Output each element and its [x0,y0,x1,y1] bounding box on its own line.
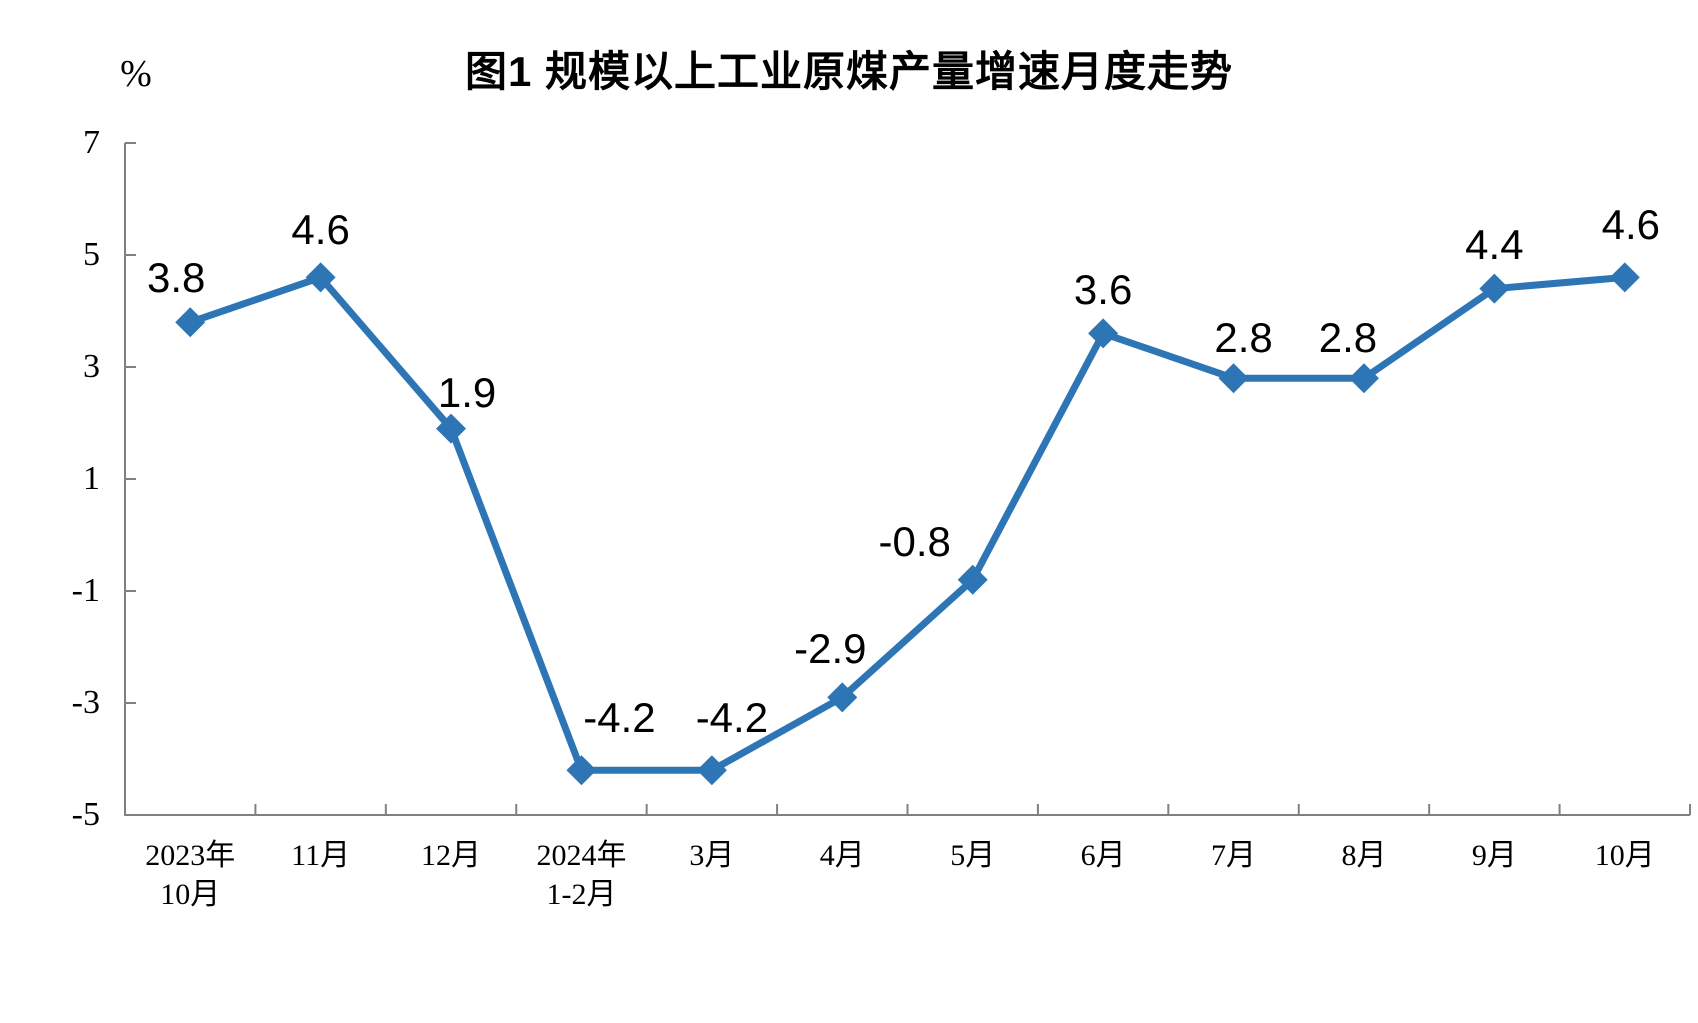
x-axis-tick-label: 5月 [950,839,996,872]
series-line [189,273,1626,774]
y-axis-tick-label: 1 [83,460,100,497]
x-axis-tick-label: 8月 [1341,839,1387,872]
data-point-marker [305,262,336,293]
data-point-marker [1348,363,1379,394]
y-axis-tick-label: -1 [71,572,100,609]
data-point-label: 4.6 [291,206,350,254]
x-axis-tick-label: 12月 [421,839,482,872]
data-point-label: 4.6 [1601,201,1660,249]
data-point-marker [827,682,858,713]
chart-title: 图1 规模以上工业原煤产量增速月度走势 [464,48,1234,95]
y-axis-unit-label: % [120,53,152,95]
data-point-marker [957,564,988,595]
y-axis-tick-label: 3 [83,348,100,385]
axis-line [124,143,1690,816]
data-point-label: 1.9 [437,368,497,416]
data-point-marker [1609,262,1640,293]
x-axis-tick-label: 10月 [1594,839,1655,872]
y-axis-tick-label: -5 [71,796,100,833]
x-axis-tick-label: 2023年 10月 [145,839,236,911]
data-point-label: 2.8 [1318,314,1378,362]
data-point-label: 2.8 [1214,314,1273,362]
data-point-label: 3.6 [1073,266,1133,314]
data-point-label: 4.4 [1465,220,1524,268]
data-point-label: -0.8 [878,517,951,565]
y-axis-tick-label: -3 [71,684,100,721]
y-axis-tick-label: 5 [83,236,100,273]
data-point-marker [1218,363,1249,394]
x-axis-tick-label: 11月 [291,839,351,872]
data-point-marker [1088,318,1119,349]
data-point-marker [175,307,206,338]
x-axis-tick-label: 9月 [1471,839,1517,872]
data-point-marker [696,755,727,786]
x-axis-tick-label: 2024年 1-2月 [536,839,627,911]
data-point-marker [566,755,597,786]
data-point-label: -4.2 [695,694,769,742]
data-point-label: 3.8 [147,254,206,302]
data-point-label: -4.2 [583,694,656,742]
x-axis-tick-label: 6月 [1080,839,1126,872]
x-axis-tick-label: 4月 [819,839,865,872]
data-point-marker [436,413,467,444]
data-point-label: -2.9 [794,625,867,673]
x-axis-tick-label: 7月 [1211,839,1257,872]
x-axis-tick-label: 3月 [689,839,735,872]
y-axis-tick-label: 7 [83,124,100,161]
data-point-marker [1479,273,1510,304]
